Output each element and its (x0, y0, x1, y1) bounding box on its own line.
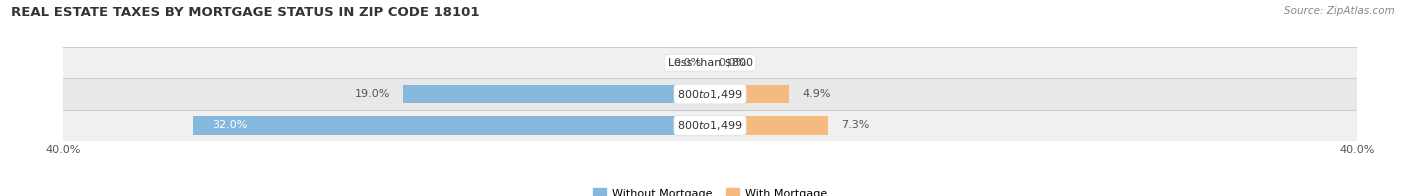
Text: 19.0%: 19.0% (354, 89, 389, 99)
Text: Less than $800: Less than $800 (668, 58, 752, 68)
Text: $800 to $1,499: $800 to $1,499 (678, 88, 742, 101)
Bar (63, 78, 1357, 110)
Bar (193, 116, 710, 135)
Text: REAL ESTATE TAXES BY MORTGAGE STATUS IN ZIP CODE 18101: REAL ESTATE TAXES BY MORTGAGE STATUS IN … (11, 6, 479, 19)
Text: 0.0%: 0.0% (718, 58, 747, 68)
Text: Source: ZipAtlas.com: Source: ZipAtlas.com (1284, 6, 1395, 16)
Legend: Without Mortgage, With Mortgage: Without Mortgage, With Mortgage (589, 184, 831, 196)
Text: $800 to $1,499: $800 to $1,499 (678, 119, 742, 132)
Bar (710, 85, 789, 103)
Bar (63, 47, 1357, 78)
Text: 0.0%: 0.0% (673, 58, 702, 68)
Text: 4.9%: 4.9% (803, 89, 831, 99)
Bar (63, 110, 1357, 141)
Bar (710, 116, 828, 135)
Bar (402, 85, 710, 103)
Text: 32.0%: 32.0% (212, 120, 247, 131)
Text: 7.3%: 7.3% (841, 120, 869, 131)
